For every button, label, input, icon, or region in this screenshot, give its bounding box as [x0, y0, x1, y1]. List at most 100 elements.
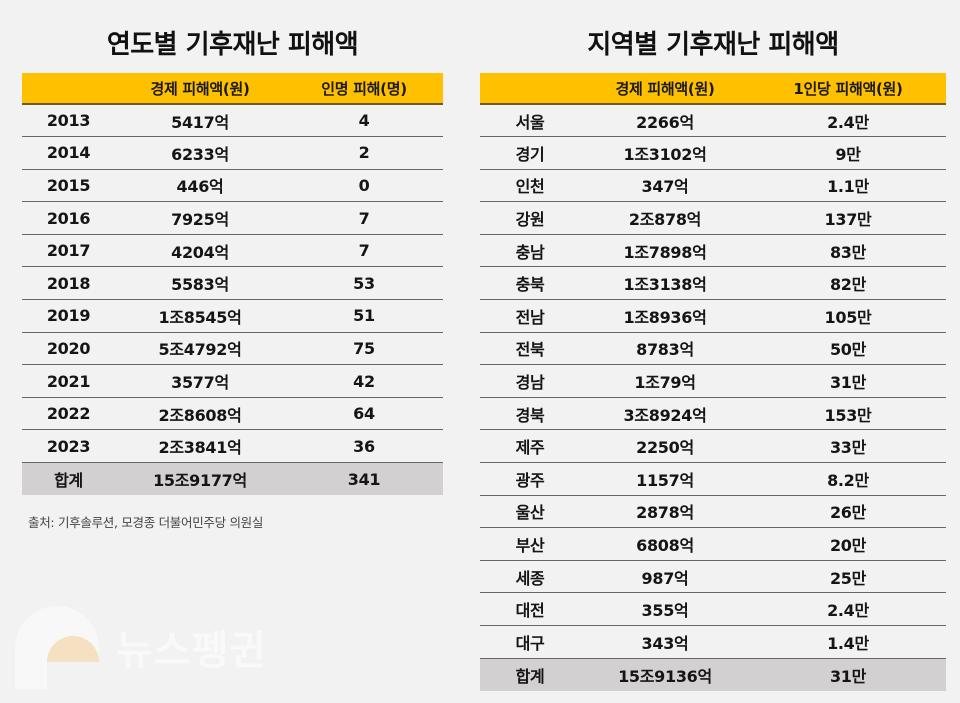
cell-economic: 8783억 [580, 332, 750, 366]
table-row: 세종 987억 25만 [480, 560, 946, 594]
row-label: 대전 [480, 592, 580, 626]
row-label: 2017 [22, 234, 115, 268]
cell-economic: 446억 [115, 169, 285, 203]
cell-per-capita: 50만 [750, 332, 946, 366]
regional-damage-title: 지역별 기후재난 피해액 [587, 30, 839, 60]
row-label: 서울 [480, 104, 580, 138]
row-label: 2018 [22, 266, 115, 301]
cell-economic: 1조79억 [580, 364, 750, 398]
total-row: 합계 15조9136억 31만 [480, 658, 946, 691]
row-label: 충남 [480, 234, 580, 268]
cell-casualties: 42 [285, 364, 443, 398]
regional-damage-table: 경제 피해액(원) 1인당 피해액(원) 서울 2266억 2.4만 경기 1조3102… [480, 73, 946, 691]
row-label: 2022 [22, 397, 115, 431]
cell-per-capita: 1.4만 [750, 625, 946, 659]
cell-per-capita: 26만 [750, 495, 946, 529]
table-row: 경기 1조3102억 9만 [480, 136, 946, 170]
cell-economic: 5417억 [115, 104, 285, 138]
cell-economic: 5조4792억 [115, 332, 285, 366]
cell-per-capita: 31만 [750, 364, 946, 398]
header-per-capita-damage: 1인당 피해액(원) [750, 73, 946, 105]
brand-watermark: 뉴스펭귄 [116, 628, 268, 674]
cell-casualties: 53 [285, 266, 443, 301]
source-note: 출처: 기후솔루션, 모경종 더불어민주당 의원실 [28, 515, 264, 530]
table-row: 2023 2조3841억 36 [22, 429, 443, 464]
table-row: 2019 1조8545억 51 [22, 299, 443, 333]
row-label: 2021 [22, 364, 115, 398]
cell-economic: 4204억 [115, 234, 285, 268]
cell-per-capita: 82만 [750, 266, 946, 301]
total-label: 합계 [515, 666, 545, 686]
cell-economic: 987억 [580, 560, 750, 594]
cell-per-capita: 9만 [750, 136, 946, 170]
cell-casualties: 36 [285, 429, 443, 464]
table-row: 충남 1조7898억 83만 [480, 234, 946, 268]
table-row: 인천 347억 1.1만 [480, 169, 946, 203]
row-label: 2014 [22, 136, 115, 170]
cell-economic: 6233억 [115, 136, 285, 170]
cell-per-capita: 33만 [750, 429, 946, 464]
header-economic-damage: 경제 피해액(원) [580, 73, 750, 105]
header-year [22, 73, 115, 105]
yearly-damage-title: 연도별 기후재난 피해액 [106, 30, 359, 60]
cell-economic: 343억 [580, 625, 750, 659]
penguin-arch-logo-icon [15, 606, 99, 689]
cell-casualties: 2 [285, 136, 443, 170]
cell-per-capita: 20만 [750, 527, 946, 561]
cell-per-capita: 83만 [750, 234, 946, 268]
table-row: 대구 343억 1.4만 [480, 625, 946, 659]
cell-economic: 1조3138억 [580, 266, 750, 301]
table-row: 서울 2266억 2.4만 [480, 104, 946, 138]
table-row: 2015 446억 0 [22, 169, 443, 203]
cell-casualties: 0 [285, 169, 443, 203]
total-economic: 15조9177억 [153, 471, 247, 491]
cell-economic: 2조8608억 [115, 397, 285, 431]
cell-economic: 5583억 [115, 266, 285, 301]
cell-economic: 3조8924억 [580, 397, 750, 431]
row-label: 2023 [22, 429, 115, 464]
regional-damage-body: 서울 2266억 2.4만 경기 1조3102억 9만 인천 347억 1.1만 강원 2조878억… [480, 104, 946, 691]
cell-economic: 1조3102억 [580, 136, 750, 170]
total-economic: 15조9136억 [618, 666, 712, 686]
table-row: 2013 5417억 4 [22, 104, 443, 138]
table-row: 제주 2250억 33만 [480, 429, 946, 464]
cell-economic: 1157억 [580, 462, 750, 496]
table-row: 경남 1조79억 31만 [480, 364, 946, 398]
cell-economic: 6808억 [580, 527, 750, 561]
cell-economic: 2250억 [580, 429, 750, 464]
cell-per-capita: 153만 [750, 397, 946, 431]
row-label: 경기 [480, 136, 580, 170]
row-label: 세종 [480, 560, 580, 594]
table-row: 2017 4204억 7 [22, 234, 443, 268]
row-label: 제주 [480, 429, 580, 464]
row-label: 강원 [480, 201, 580, 235]
table-row: 경북 3조8924억 153만 [480, 397, 946, 431]
table-row: 2021 3577억 42 [22, 364, 443, 398]
cell-economic: 1조8545억 [115, 299, 285, 333]
cell-economic: 1조7898억 [580, 234, 750, 268]
cell-per-capita: 2.4만 [750, 592, 946, 626]
header-region [480, 73, 580, 105]
table-row: 울산 2878억 26만 [480, 495, 946, 529]
cell-casualties: 4 [285, 104, 443, 138]
yearly-damage-body: 2013 5417억 4 2014 6233억 2 2015 446억 0 2016 7925억 7 2… [22, 104, 443, 496]
cell-economic: 2878억 [580, 495, 750, 529]
table-row: 2022 2조8608억 64 [22, 397, 443, 431]
table-row: 2018 5583억 53 [22, 266, 443, 301]
row-label: 2020 [22, 332, 115, 366]
row-label: 인천 [480, 169, 580, 203]
row-label: 경남 [480, 364, 580, 398]
total-per-capita: 31만 [829, 666, 867, 686]
cell-per-capita: 105만 [750, 299, 946, 333]
cell-casualties: 64 [285, 397, 443, 431]
cell-economic: 347억 [580, 169, 750, 203]
row-label: 부산 [480, 527, 580, 561]
cell-per-capita: 2.4만 [750, 104, 946, 138]
row-label: 2019 [22, 299, 115, 333]
table-row: 전남 1조8936억 105만 [480, 299, 946, 333]
table-row: 광주 1157억 8.2만 [480, 462, 946, 496]
cell-economic: 2조878억 [580, 201, 750, 235]
row-label: 충북 [480, 266, 580, 301]
cell-per-capita: 25만 [750, 560, 946, 594]
table-header-row: 경제 피해액(원) 1인당 피해액(원) [480, 73, 946, 105]
